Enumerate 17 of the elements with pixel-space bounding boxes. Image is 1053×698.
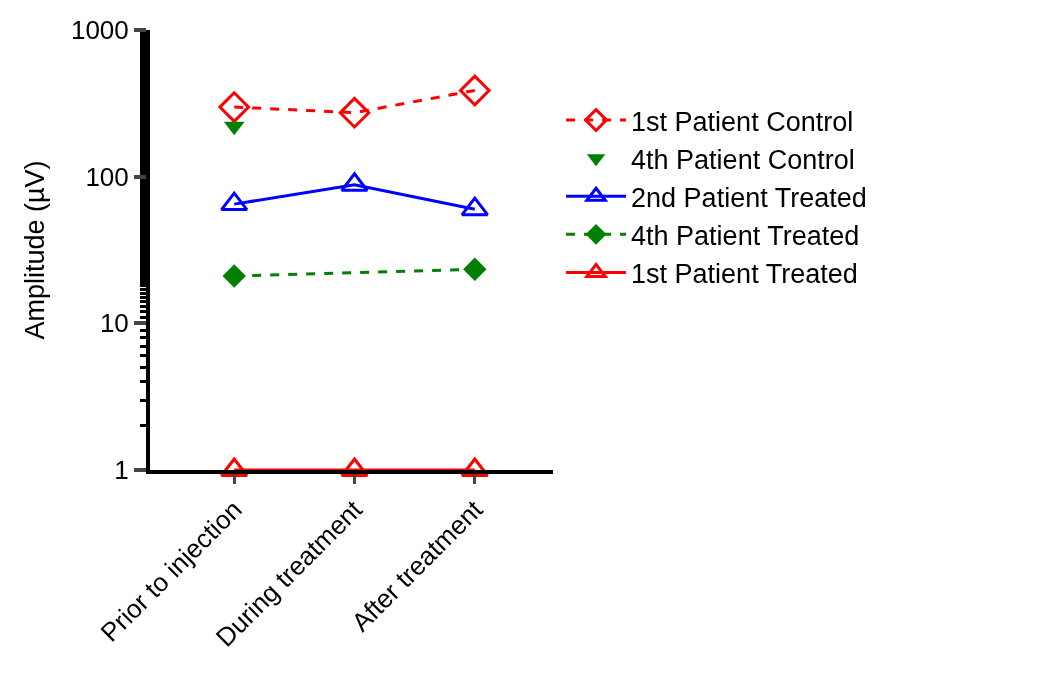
legend-label: 1st Patient Treated: [631, 258, 858, 289]
y-axis-title: Amplitude (µV): [19, 160, 50, 340]
legend-label: 2nd Patient Treated: [631, 182, 867, 213]
y-tick-label: 100: [85, 161, 129, 192]
point: [460, 196, 490, 217]
legend-label: 4th Patient Control: [631, 144, 855, 175]
point: [218, 91, 251, 123]
legend-label: 4th Patient Treated: [631, 220, 860, 251]
point: [220, 191, 249, 212]
y-tick-label: 1: [114, 455, 129, 486]
point: [459, 74, 491, 107]
point: [338, 96, 371, 129]
y-tick-label: 10: [99, 308, 129, 339]
legend-label: 1st Patient Control: [631, 106, 854, 137]
point: [463, 257, 487, 281]
y-tick-label: 1000: [70, 15, 129, 46]
point: [222, 264, 246, 288]
